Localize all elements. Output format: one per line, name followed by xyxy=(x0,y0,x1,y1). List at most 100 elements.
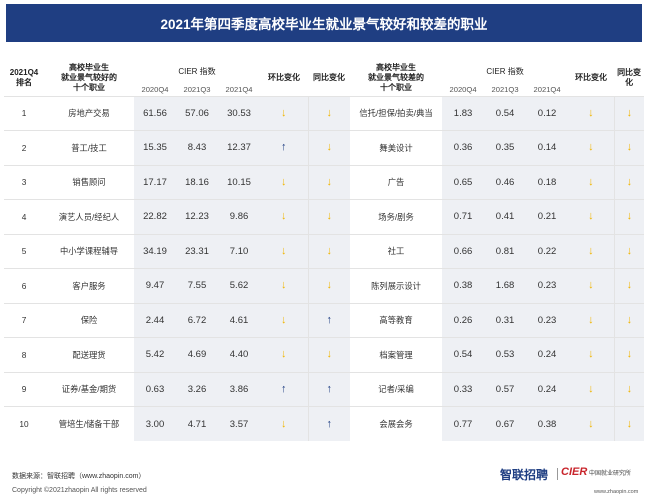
cier-2021q3-cell: 0.81 xyxy=(484,234,527,269)
arrow-down-icon: ↓ xyxy=(626,382,633,395)
zhaopin-logo: 智联招聘 xyxy=(500,468,549,482)
bad-job-cell: 记者/采编 xyxy=(378,384,414,395)
cier-2021q3-cell: 6.72 xyxy=(176,303,218,338)
cier-2021q4-cell: 0.21 xyxy=(526,199,569,234)
table-row: 3 销售顾问 17.17 18.16 10.15 ↓ ↓ 广告 0.65 0.46 0.18 ↓ ↓ xyxy=(4,165,645,200)
cier-2020q4-cell: 15.35 xyxy=(134,130,176,165)
arrow-down-icon: ↓ xyxy=(326,279,333,292)
cier-2021q4-cell: 9.86 xyxy=(218,199,261,234)
table-row: 1 房地产交易 61.56 57.06 30.53 ↓ ↓ 信托/担保/拍卖/典当 1.83 0.… xyxy=(4,96,645,131)
cier-2021q4-cell: 0.23 xyxy=(526,268,569,303)
arrow-down-icon: ↓ xyxy=(281,106,287,119)
qoq-change-cell: ↓ xyxy=(568,303,615,338)
cier-2021q4-cell: 12.37 xyxy=(218,130,261,165)
cier-2021q4-cell: 0.18 xyxy=(526,165,569,200)
data-source: 数据来源：智联招聘（www.zhaopin.com） xyxy=(12,473,146,480)
arrow-down-icon: ↓ xyxy=(281,313,287,326)
logo-url: www.zhaopin.com xyxy=(594,489,639,495)
arrow-down-icon: ↓ xyxy=(588,141,594,154)
cier-2020q4-cell: 0.36 xyxy=(442,130,485,165)
rank-cell: 10 xyxy=(19,419,29,429)
yoy-header-right: 同比变化 xyxy=(617,67,642,87)
good-job-cell: 客户服务 xyxy=(72,280,106,291)
page-title: 2021年第四季度高校毕业生就业景气较好和较差的职业 xyxy=(6,4,642,42)
qoq-change-cell: ↓ xyxy=(260,165,309,200)
good-job-cell: 演艺人员/经纪人 xyxy=(58,211,120,222)
good-job-cell: 证券/基金/期货 xyxy=(61,384,117,395)
bad-job-cell: 会展会务 xyxy=(379,419,413,429)
yoy-change-cell: ↓ xyxy=(307,199,351,234)
arrow-down-icon: ↓ xyxy=(326,210,333,223)
good-job-cell: 管培生/储备干部 xyxy=(58,419,120,429)
good-job-cell: 房地产交易 xyxy=(68,108,110,119)
rank-cell: 4 xyxy=(21,211,27,222)
qoq-change-cell: ↑ xyxy=(260,130,309,165)
rank-cell: 2 xyxy=(21,142,27,153)
good-job-cell: 配送理货 xyxy=(72,349,106,360)
arrow-down-icon: ↓ xyxy=(326,106,333,119)
table-row: 7 保险 2.44 6.72 4.61 ↓ ↑ 高等教育 0.26 0.31 0.23 ↓ ↓ xyxy=(4,303,645,338)
quarter-header: 2020Q4 xyxy=(141,84,169,94)
yoy-change-cell: ↓ xyxy=(307,96,351,131)
arrow-down-icon: ↓ xyxy=(281,417,287,430)
cier-2021q4-cell: 4.61 xyxy=(218,303,261,338)
cier-2021q3-cell: 23.31 xyxy=(176,234,218,269)
cier-2020q4-cell: 0.66 xyxy=(442,234,485,269)
bad-job-cell: 广告 xyxy=(387,177,405,188)
yoy-change-cell: ↓ xyxy=(613,165,645,200)
arrow-up-icon: ↑ xyxy=(326,417,333,430)
cier-2020q4-cell: 2.44 xyxy=(134,303,176,338)
arrow-down-icon: ↓ xyxy=(281,175,287,188)
bad-job-cell: 舞美设计 xyxy=(379,142,413,153)
qoq-change-cell: ↓ xyxy=(568,337,615,372)
arrow-down-icon: ↓ xyxy=(626,106,633,119)
arrow-down-icon: ↓ xyxy=(588,210,594,223)
qoq-change-cell: ↓ xyxy=(260,337,309,372)
yoy-change-cell: ↓ xyxy=(613,130,645,165)
qoq-change-cell: ↓ xyxy=(568,372,615,407)
table-row: 5 中小学课程辅导 34.19 23.31 7.10 ↓ ↓ 社工 0.66 0.81 0.22 ↓ ↓ xyxy=(4,234,645,269)
arrow-down-icon: ↓ xyxy=(626,417,633,430)
bad-job-cell: 陈列展示设计 xyxy=(371,280,421,291)
yoy-change-cell: ↑ xyxy=(307,372,351,407)
arrow-down-icon: ↓ xyxy=(326,141,333,154)
arrow-down-icon: ↓ xyxy=(588,348,594,361)
arrow-down-icon: ↓ xyxy=(588,279,594,292)
cier-2020q4-cell: 0.65 xyxy=(442,165,485,200)
qoq-change-cell: ↓ xyxy=(260,234,309,269)
cier-2021q4-cell: 4.40 xyxy=(218,337,261,372)
cier-index-header-right: CIER 指数 xyxy=(486,67,524,76)
cier-2021q3-cell: 0.53 xyxy=(484,337,527,372)
arrow-down-icon: ↓ xyxy=(281,348,287,361)
yoy-change-cell: ↓ xyxy=(613,199,645,234)
yoy-change-cell: ↓ xyxy=(613,268,645,303)
cier-index-header-left: CIER 指数 xyxy=(178,67,216,76)
yoy-change-cell: ↓ xyxy=(613,406,645,441)
rank-cell: 9 xyxy=(21,384,27,395)
table-row: 6 客户服务 9.47 7.55 5.62 ↓ ↓ 陈列展示设计 0.38 1.68 0.23 ↓ ↓ xyxy=(4,268,645,303)
yoy-change-cell: ↓ xyxy=(613,303,645,338)
rank-cell: 3 xyxy=(21,177,27,188)
cier-logo: CIER xyxy=(561,466,588,478)
yoy-header-left: 同比变化 xyxy=(313,72,346,82)
cier-2021q3-cell: 0.35 xyxy=(484,130,527,165)
bad-job-cell: 高等教育 xyxy=(379,315,413,326)
arrow-up-icon: ↑ xyxy=(281,141,287,154)
yoy-change-cell: ↓ xyxy=(307,130,351,165)
yoy-change-cell: ↑ xyxy=(307,303,351,338)
cier-2020q4-cell: 1.83 xyxy=(442,96,485,131)
quarter-header: 2021Q4 xyxy=(225,84,253,94)
yoy-change-cell: ↓ xyxy=(613,337,645,372)
cier-2020q4-cell: 0.54 xyxy=(442,337,485,372)
good-job-cell: 普工/技工 xyxy=(71,142,107,153)
cier-2020q4-cell: 0.26 xyxy=(442,303,485,338)
yoy-change-cell: ↓ xyxy=(613,96,645,131)
bad-job-cell: 档案管理 xyxy=(379,349,413,360)
rank-cell: 7 xyxy=(21,315,27,326)
cier-2020q4-cell: 3.00 xyxy=(134,406,176,441)
arrow-down-icon: ↓ xyxy=(626,175,633,188)
cier-2020q4-cell: 0.77 xyxy=(442,406,485,441)
arrow-up-icon: ↑ xyxy=(326,313,333,326)
qoq-change-cell: ↓ xyxy=(568,234,615,269)
qoq-change-cell: ↓ xyxy=(260,199,309,234)
